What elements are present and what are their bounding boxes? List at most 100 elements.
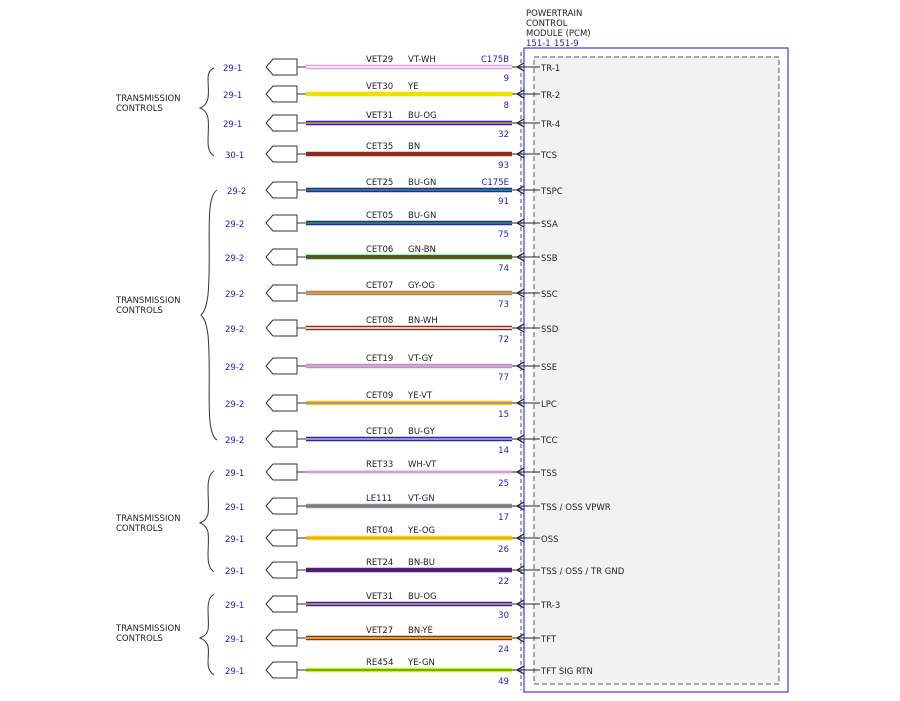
circuit-ref: 29-1 [223,91,242,101]
pcm-signal-name: SSA [541,220,558,230]
circuit-ref: 29-2 [227,187,246,197]
circuit-row: 29-2 CET06 GN-BN 74 SSB [225,245,558,274]
connector-plug-icon [265,629,298,647]
pin-arrow-icon [515,467,525,477]
pin-arrow-icon [515,398,525,408]
pcm-signal-name: SSE [541,363,557,373]
wire-color-code: GN-BN [408,245,436,255]
pin-number: 75 [498,230,509,240]
pin-arrow-icon [515,185,525,195]
pin-arrow-icon [515,434,525,444]
circuit-row: 29-1 VET31 BU-OG 32 TR-4 [223,111,560,140]
circuit-id: CET25 [366,178,393,188]
connector-plug-icon [265,114,298,132]
circuit-row: 29-1 RET24 BN-BU 22 TSS / OSS / TR GND [225,558,625,587]
circuit-row: 29-2 CET09 YE-VT 15 LPC [225,391,557,420]
wire-color-code: BU-GN [408,211,436,221]
wire-color-code: BU-OG [408,111,437,121]
pcm-signal-name: SSD [541,325,559,335]
connector-plug-icon [265,357,298,375]
pin-arrow-icon [515,361,525,371]
connector-plug-icon [265,85,298,103]
pin-arrow-icon [515,252,525,262]
pcm-signal-name: TFT SIG RTN [540,667,593,677]
pin-number: 24 [498,645,509,655]
connector-plug-icon [265,284,298,302]
pin-arrow-icon [515,288,525,298]
connector-id-c175e: C175E [481,178,509,188]
circuit-id: VET27 [366,626,393,636]
wire-color-code: BN [408,142,420,152]
circuit-id: CET07 [366,281,393,291]
pin-number: 9 [504,74,509,84]
pcm-signal-name: TSS / OSS / TR GND [540,567,625,577]
circuit-ref: 29-1 [225,567,244,577]
circuit-id: VET29 [366,55,393,65]
wire-color-code: BU-GN [408,178,436,188]
circuit-id: RE454 [366,658,394,668]
pcm-signal-name: TR-2 [540,91,560,101]
pin-arrow-icon [515,62,525,72]
group-label: TRANSMISSION [115,514,181,524]
group-label: CONTROLS [116,306,163,316]
pin-arrow-icon [515,218,525,228]
pcm-signal-name: TCC [540,436,558,446]
pin-arrow-icon [515,149,525,159]
circuit-row: 29-2 CET08 BN-WH 72 SSD [225,316,559,345]
group-label: TRANSMISSION [115,94,181,104]
pin-number: 25 [498,479,509,489]
wire-color-code: BN-YE [408,626,433,636]
pcm-signal-name: TCS [540,151,557,161]
pin-arrow-icon [515,633,525,643]
circuit-id: CET10 [366,427,393,437]
connector-plug-icon [265,145,298,163]
pcm-signal-name: TSPC [540,187,563,197]
connector-plug-icon [265,561,298,579]
group-bracket [198,593,215,676]
circuit-ref: 29-1 [225,503,244,513]
circuit-ref: 29-1 [225,535,244,545]
wire-color-code: VT-GN [408,494,435,504]
pin-arrow-icon [515,323,525,333]
pin-arrow-icon [515,118,525,128]
pin-arrow-icon [515,565,525,575]
pin-arrow-icon [515,533,525,543]
pcm-signal-name: SSB [541,254,558,264]
circuit-ref: 29-1 [225,601,244,611]
pin-number: 15 [498,410,509,420]
circuit-ref: 29-1 [225,635,244,645]
pin-number: 77 [498,373,509,383]
circuit-row: 29-2 CET25 BU-GN 91 TSPC [227,178,563,207]
circuit-row: 29-1 LE111 VT-GN 17 TSS / OSS VPWR [225,494,611,523]
circuit-ref: 29-2 [225,220,244,230]
wire-color-code: BU-OG [408,592,437,602]
group-label: CONTROLS [116,524,163,534]
circuit-ref: 29-1 [225,667,244,677]
connector-plug-icon [265,319,298,337]
pcm-ref-2: 151-9 [554,39,579,49]
pin-number: 93 [498,161,509,171]
group-bracket [200,189,218,441]
wire-color-code: VT-WH [408,55,436,65]
circuit-id: RET33 [366,460,393,470]
pin-number: 73 [498,300,509,310]
pin-number: 32 [498,130,509,140]
pcm-signal-name: SSC [541,290,558,300]
circuit-row: 29-2 CET19 VT-GY 77 SSE [225,354,557,383]
pcm-signal-name: TR-1 [540,64,560,74]
wire-color-code: VT-GY [408,354,434,364]
pcm-title-line-3: MODULE (PCM) [526,29,591,39]
group-label: TRANSMISSION [115,624,181,634]
wire-color-code: BU-GY [408,427,436,437]
circuit-id: CET35 [366,142,393,152]
circuit-row: 29-1 RET04 YE-OG 26 OSS [225,526,558,555]
pcm-ref-1: 151-1 [526,39,551,49]
circuit-ref: 29-2 [225,436,244,446]
connector-plug-icon [265,248,298,266]
circuit-ref: 29-2 [225,325,244,335]
pin-number: 49 [498,677,509,687]
circuit-ref: 29-2 [225,290,244,300]
connector-plug-icon [265,661,298,679]
circuit-ref: 29-1 [223,120,242,130]
group-bracket [198,470,215,573]
